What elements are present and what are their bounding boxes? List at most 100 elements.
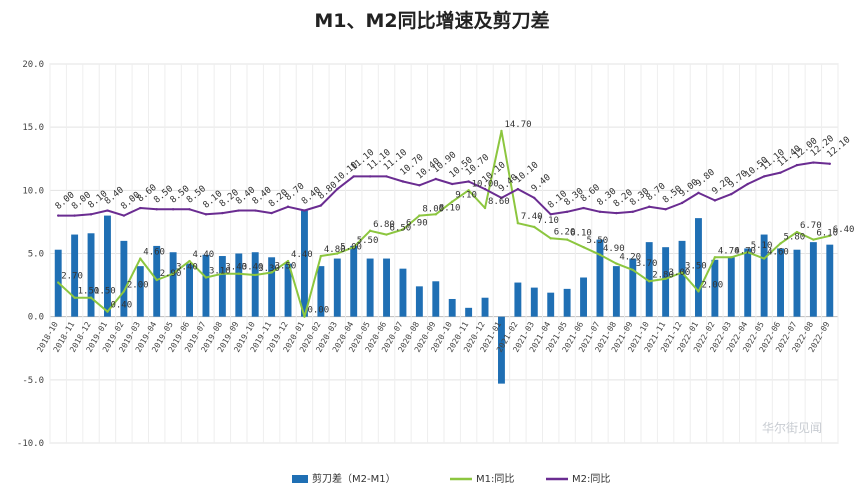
point-m2 (106, 209, 109, 212)
data-label-m1: 2.00 (701, 280, 723, 290)
point-m2 (664, 208, 667, 211)
y-tick-label: 20.0 (22, 60, 44, 70)
y-tick-label: 15.0 (22, 123, 44, 133)
bar-spread (120, 240, 128, 317)
data-label-m1: 3.50 (275, 261, 297, 271)
point-m1 (188, 259, 191, 263)
bar-spread (432, 281, 440, 317)
data-label-m1: 3.30 (258, 264, 280, 274)
point-m1 (549, 237, 552, 240)
bar-spread (695, 218, 702, 317)
point-m2 (204, 213, 208, 216)
point-m1 (762, 257, 766, 260)
point-m2 (254, 209, 257, 212)
point-m1 (533, 225, 536, 229)
bar-spread (104, 215, 111, 317)
data-label-m1: 2.90 (160, 269, 182, 279)
bar-spread (629, 258, 637, 317)
point-m2 (89, 213, 93, 216)
point-m2 (680, 201, 684, 205)
point-m1 (319, 254, 323, 258)
data-label-m1: 3.50 (685, 261, 707, 271)
bar-spread (498, 316, 505, 384)
point-m1 (631, 268, 634, 272)
point-m1 (664, 277, 667, 280)
point-m2 (697, 191, 700, 195)
bar-spread (678, 240, 686, 317)
point-m2 (418, 184, 421, 187)
legend-label: M2:同比 (572, 473, 610, 485)
bar-spread (645, 242, 653, 317)
bar-spread (350, 245, 358, 317)
data-label-m1: 0.40 (110, 301, 132, 311)
data-label-m1: 4.60 (767, 248, 789, 258)
y-tick-label: 10.0 (22, 186, 44, 196)
bar-spread (301, 210, 308, 317)
bar-series-layer (54, 210, 834, 384)
bar-spread (530, 287, 538, 317)
point-m1 (237, 272, 240, 275)
data-label-m1: 4.70 (718, 246, 740, 256)
point-m2 (795, 163, 799, 167)
bar-spread (563, 288, 571, 317)
point-m1 (418, 214, 421, 217)
point-m2 (598, 210, 602, 214)
point-m1 (598, 253, 602, 256)
data-label-m1: 4.60 (143, 248, 165, 258)
data-label-m1: 2.80 (652, 270, 674, 280)
bar-spread (580, 277, 587, 317)
data-label-m1: 8.10 (439, 203, 461, 213)
bar-spread (399, 268, 407, 317)
bar-spread (169, 252, 177, 317)
bar-spread (284, 263, 292, 317)
line-m1-yoy (57, 130, 831, 318)
point-m2 (122, 214, 126, 217)
data-label-m1: 9.10 (455, 191, 477, 201)
data-label-m1: 6.40 (833, 225, 855, 235)
watermark: 华尔街见闻 (762, 420, 822, 435)
point-m2 (451, 182, 454, 186)
bar-spread (514, 282, 522, 317)
point-m1 (483, 206, 487, 210)
bar-spread (251, 252, 259, 317)
point-m2 (368, 175, 372, 178)
data-label-m1: 3.40 (225, 263, 247, 273)
point-m2 (615, 211, 618, 215)
data-label-m1: 4.90 (603, 244, 625, 254)
data-label-m1: 6.80 (373, 220, 395, 230)
axis-layer: 20.015.010.05.00.0-5.0-10.02018-102018-1… (17, 60, 832, 449)
bar-spread (612, 266, 620, 317)
data-label-m1: 4.40 (193, 250, 215, 260)
data-label-m1: 6.10 (570, 229, 592, 239)
bar-spread (87, 233, 95, 317)
point-m2 (237, 209, 240, 212)
point-m1 (615, 262, 618, 265)
bar-spread (744, 248, 752, 317)
data-label-m1: 5.80 (784, 232, 806, 242)
point-m2 (286, 205, 290, 208)
point-m2 (582, 206, 585, 210)
line-m2-yoy (58, 161, 830, 217)
data-label-m1: 6.90 (406, 218, 428, 228)
data-label-m2: 9.40 (530, 173, 553, 195)
bar-spread (465, 307, 473, 317)
point-m1 (565, 238, 569, 241)
bar-spread (136, 266, 144, 317)
line-series-layer (57, 129, 831, 318)
point-m1 (286, 259, 290, 263)
data-label-m1: 2.00 (127, 280, 149, 290)
point-m2 (746, 182, 749, 186)
data-label-m1: 6.70 (800, 221, 822, 231)
data-label-m1: 6.10 (816, 229, 838, 239)
point-m2 (385, 175, 388, 178)
point-m2 (171, 208, 175, 211)
bar-spread (793, 249, 801, 317)
point-m1 (122, 290, 126, 293)
point-m2 (270, 211, 273, 215)
y-tick-label: -5.0 (22, 376, 44, 386)
point-m1 (155, 278, 158, 282)
legend: 剪刀差（M2-M1） M1:同比 M2:同比 (292, 472, 610, 485)
point-m1 (746, 251, 749, 254)
